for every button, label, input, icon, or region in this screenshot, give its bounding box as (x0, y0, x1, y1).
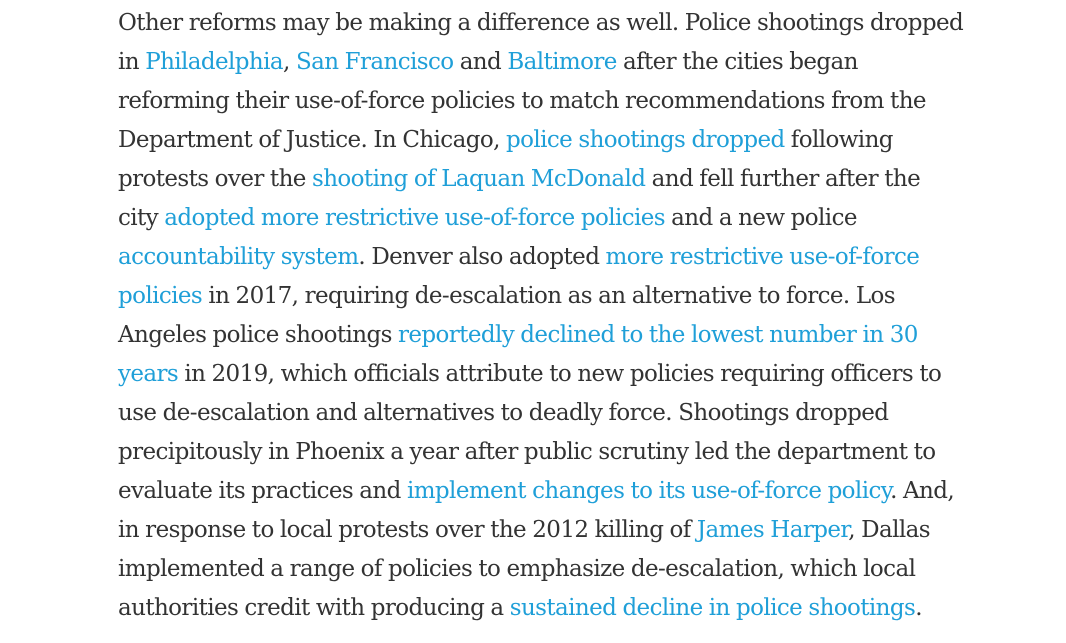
paragraph-line: protests over the shooting of Laquan McD… (118, 160, 998, 199)
body-text: protests over the (118, 166, 313, 192)
link-james-harper[interactable]: James Harper (696, 517, 849, 543)
paragraph-line: in Philadelphia, San Francisco and Balti… (118, 43, 998, 82)
link-philadelphia[interactable]: Philadelphia (145, 49, 283, 75)
paragraph-line: authorities credit with producing a sust… (118, 589, 998, 628)
paragraph-line: in response to local protests over the 2… (118, 511, 998, 550)
body-text: . And, (890, 478, 955, 504)
body-text: following (784, 127, 894, 153)
paragraph-line: Department of Justice. In Chicago, polic… (118, 121, 998, 160)
body-text: . Denver also adopted (358, 244, 606, 270)
body-text: , Dallas (848, 517, 930, 543)
link-police-shootings-dropped[interactable]: police shootings dropped (506, 127, 785, 153)
link-los-angeles-lowest-number[interactable]: years (118, 361, 179, 387)
body-text: authorities credit with producing a (118, 595, 510, 621)
body-text: and a new police (664, 205, 857, 231)
body-text: , (283, 49, 296, 75)
body-text: Angeles police shootings (118, 322, 398, 348)
link-denver-use-of-force-policies[interactable]: policies (118, 283, 203, 309)
body-text: in 2017, requiring de-escalation as an a… (202, 283, 895, 309)
paragraph-line: precipitously in Phoenix a year after pu… (118, 433, 998, 472)
link-restrictive-use-of-force-policies-chicago[interactable]: adopted more restrictive use-of-force po… (164, 205, 665, 231)
link-los-angeles-lowest-number[interactable]: reportedly declined to the lowest number… (398, 322, 918, 348)
paragraph-line: Angeles police shootings reportedly decl… (118, 316, 998, 355)
paragraph-line: evaluate its practices and implement cha… (118, 472, 998, 511)
paragraph-line: use de-escalation and alternatives to de… (118, 394, 998, 433)
link-shooting-of-laquan-mcdonald[interactable]: shooting of Laquan McDonald (312, 166, 646, 192)
link-accountability-system[interactable]: accountability system (118, 244, 359, 270)
body-text: city (118, 205, 165, 231)
paragraph-line: implemented a range of policies to empha… (118, 550, 998, 589)
body-text: in 2019, which officials attribute to ne… (178, 361, 942, 387)
body-text: use de-escalation and alternatives to de… (118, 400, 889, 426)
body-text: Department of Justice. In Chicago, (118, 127, 506, 153)
paragraph-line: city adopted more restrictive use-of-for… (118, 199, 998, 238)
body-text: in (118, 49, 146, 75)
link-denver-use-of-force-policies[interactable]: more restrictive use-of-force (605, 244, 920, 270)
body-text: after the cities began (616, 49, 858, 75)
link-sustained-decline[interactable]: sustained decline in police shootings (509, 595, 916, 621)
body-text: reforming their use-of-force policies to… (118, 88, 927, 114)
paragraph-line: years in 2019, which officials attribute… (118, 355, 998, 394)
body-text: and fell further after the (645, 166, 921, 192)
body-text: in response to local protests over the 2… (118, 517, 697, 543)
body-text: implemented a range of policies to empha… (118, 556, 916, 582)
body-text: and (453, 49, 508, 75)
paragraph-line: accountability system. Denver also adopt… (118, 238, 998, 277)
link-baltimore[interactable]: Baltimore (507, 49, 617, 75)
body-text: Other reforms may be making a difference… (118, 10, 964, 36)
article-paragraph: Other reforms may be making a difference… (118, 4, 998, 628)
link-phoenix-use-of-force-policy[interactable]: implement changes to its use-of-force po… (406, 478, 891, 504)
body-text: evaluate its practices and (118, 478, 407, 504)
paragraph-line: Other reforms may be making a difference… (118, 4, 998, 43)
body-text: . (915, 595, 922, 621)
link-san-francisco[interactable]: San Francisco (295, 49, 454, 75)
body-text: precipitously in Phoenix a year after pu… (118, 439, 936, 465)
paragraph-line: policies in 2017, requiring de-escalatio… (118, 277, 998, 316)
paragraph-line: reforming their use-of-force policies to… (118, 82, 998, 121)
